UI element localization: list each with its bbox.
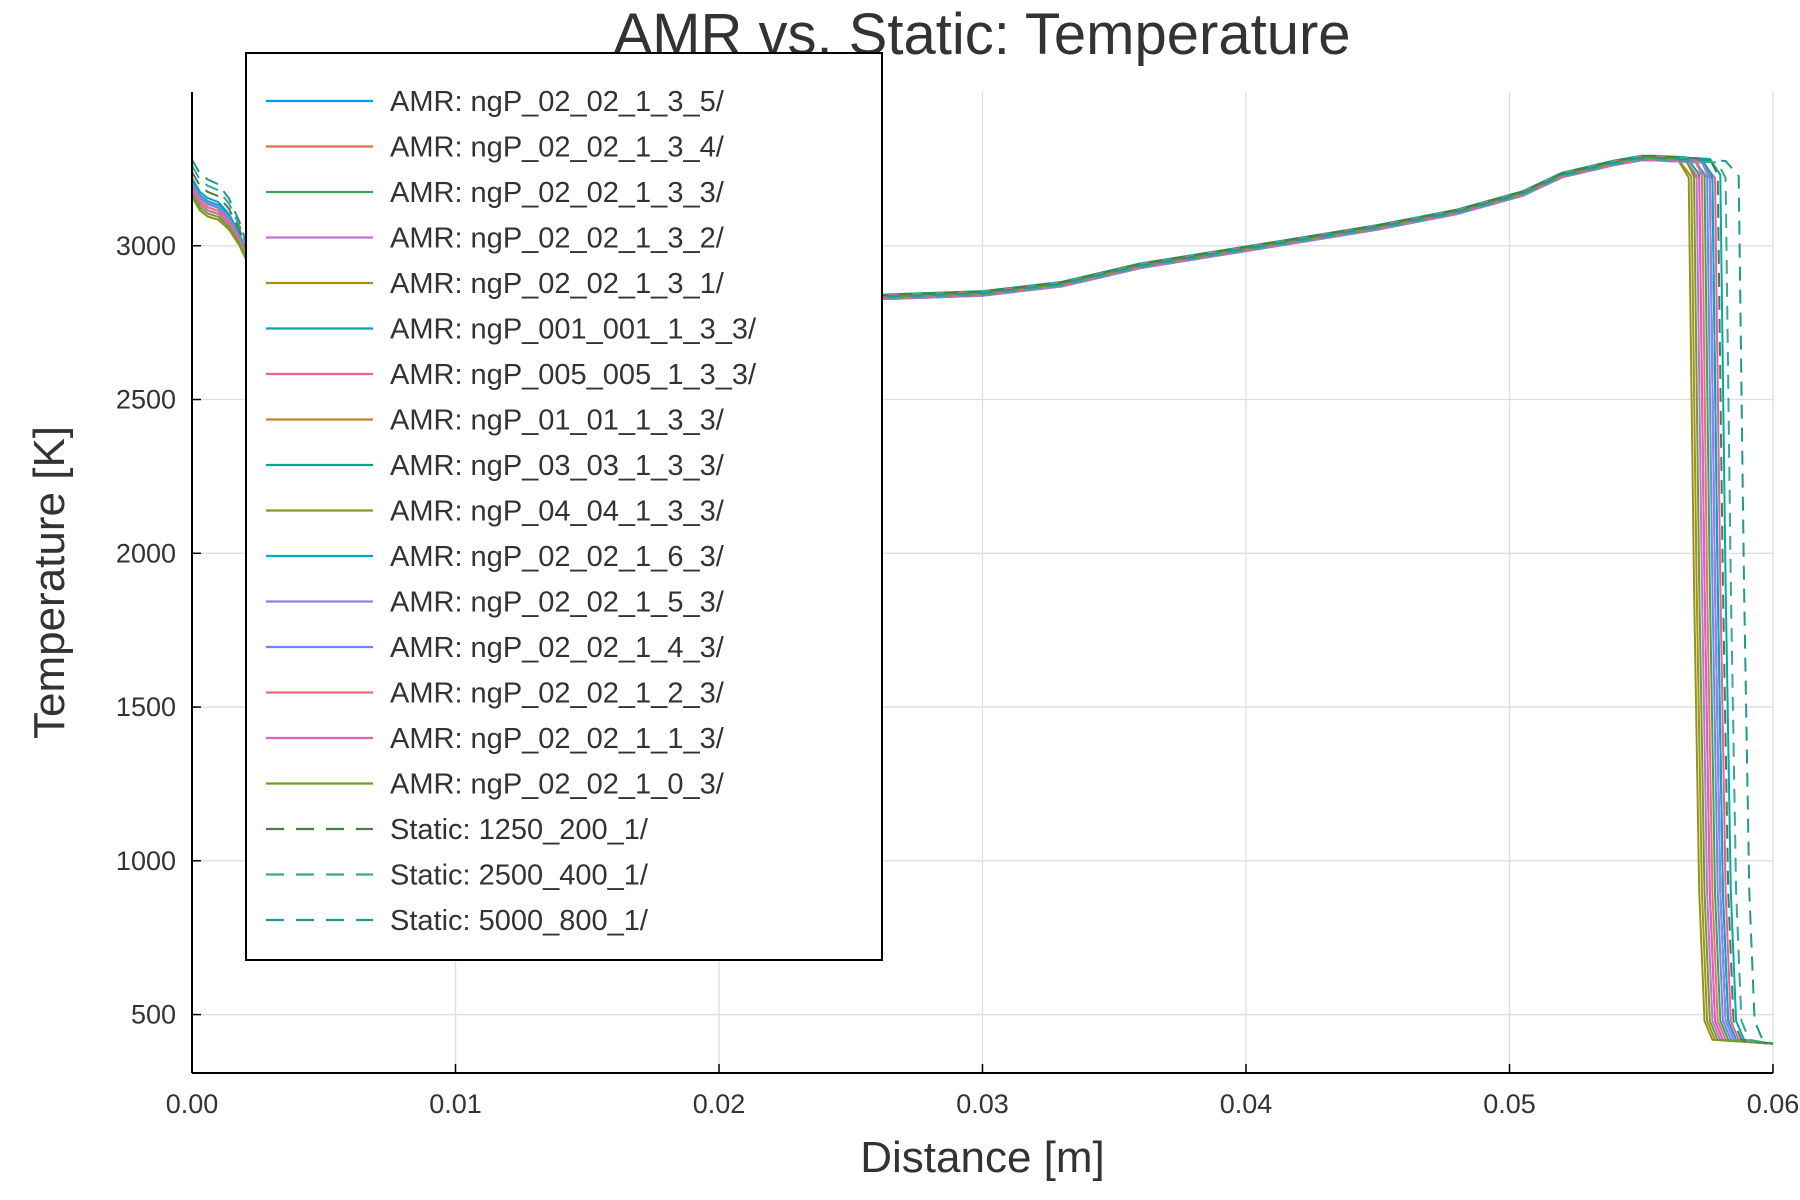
legend-label-16: AMR: ngP_02_02_1_0_3/: [390, 769, 725, 801]
legend-label-19: Static: 5000_800_1/: [390, 905, 649, 937]
y-tick-label: 2500: [116, 385, 176, 415]
legend-label-8: AMR: ngP_01_01_1_3_3/: [390, 405, 725, 437]
y-tick-label: 500: [131, 1000, 176, 1030]
legend-label-17: Static: 1250_200_1/: [390, 814, 649, 846]
legend-label-2: AMR: ngP_02_02_1_3_4/: [390, 132, 725, 164]
legend-label-10: AMR: ngP_04_04_1_3_3/: [390, 496, 725, 528]
legend-label-11: AMR: ngP_02_02_1_6_3/: [390, 541, 725, 573]
x-tick-label: 0.00: [166, 1089, 219, 1119]
legend-label-15: AMR: ngP_02_02_1_1_3/: [390, 723, 725, 755]
y-tick-label: 3000: [116, 231, 176, 261]
y-tick-label: 2000: [116, 538, 176, 568]
legend-label-6: AMR: ngP_001_001_1_3_3/: [390, 314, 757, 346]
x-tick-label: 0.02: [693, 1089, 746, 1119]
y-axis-title: Temperature [K]: [25, 426, 74, 739]
legend-label-5: AMR: ngP_02_02_1_3_1/: [390, 268, 725, 300]
x-axis-title: Distance [m]: [860, 1133, 1105, 1182]
x-tick-label: 0.05: [1483, 1089, 1536, 1119]
legend-label-18: Static: 2500_400_1/: [390, 860, 649, 892]
legend-label-13: AMR: ngP_02_02_1_4_3/: [390, 632, 725, 664]
legend-label-9: AMR: ngP_03_03_1_3_3/: [390, 450, 725, 482]
legend: AMR: ngP_02_02_1_3_5/AMR: ngP_02_02_1_3_…: [245, 52, 883, 961]
legend-label-12: AMR: ngP_02_02_1_5_3/: [390, 587, 725, 619]
axes: [191, 92, 1774, 1074]
y-tick-label: 1500: [116, 692, 176, 722]
y-tick-label: 1000: [116, 846, 176, 876]
legend-label-7: AMR: ngP_005_005_1_3_3/: [390, 359, 757, 391]
legend-label-1: AMR: ngP_02_02_1_3_5/: [390, 86, 725, 118]
x-tick-label: 0.04: [1220, 1089, 1273, 1119]
legend-box: [245, 52, 883, 961]
x-tick-label: 0.06: [1747, 1089, 1800, 1119]
x-tick-label: 0.03: [956, 1089, 1009, 1119]
legend-label-3: AMR: ngP_02_02_1_3_3/: [390, 177, 725, 209]
series-line-16: [191, 157, 1774, 1045]
series-line-17: [191, 155, 1774, 1045]
legend-label-14: AMR: ngP_02_02_1_2_3/: [390, 678, 725, 710]
legend-label-4: AMR: ngP_02_02_1_3_2/: [390, 223, 725, 255]
x-tick-label: 0.01: [429, 1089, 482, 1119]
tick-labels: 0.00 0.01 0.02 0.03 0.04 0.05 0.06 500 1000 1500 2…: [116, 231, 1799, 1119]
